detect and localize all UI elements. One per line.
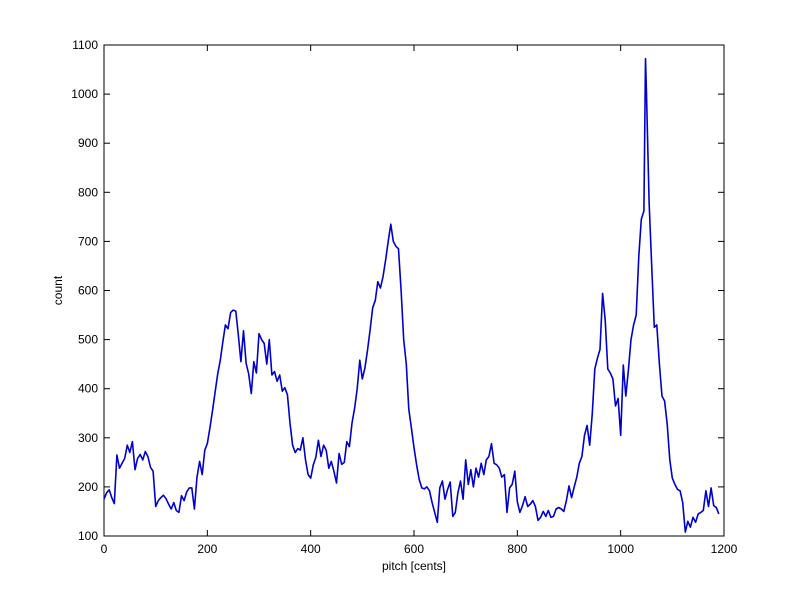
x-tick-label: 0 bbox=[101, 542, 108, 556]
y-tick-label: 300 bbox=[78, 431, 98, 445]
series-line bbox=[103, 57, 720, 533]
tick-labels: 0 200 400 600 800 1000 1200 100 200 300 400 500 600 7… bbox=[71, 38, 737, 556]
y-tick-label: 800 bbox=[78, 185, 98, 199]
x-tick-label: 200 bbox=[197, 542, 217, 556]
y-tick-label: 700 bbox=[78, 234, 98, 248]
x-tick-label: 1000 bbox=[607, 542, 634, 556]
y-tick-label: 400 bbox=[78, 382, 98, 396]
axes-box bbox=[103, 44, 725, 537]
plot-area: 0 200 400 600 800 1000 1200 100 200 300 400 500 600 7… bbox=[71, 38, 737, 556]
axis-ticks bbox=[103, 44, 725, 537]
y-tick-label: 200 bbox=[78, 480, 98, 494]
y-tick-label: 1000 bbox=[71, 87, 98, 101]
x-tick-label: 600 bbox=[404, 542, 424, 556]
y-tick-label: 900 bbox=[78, 136, 98, 150]
y-tick-label: 500 bbox=[78, 333, 98, 347]
x-axis-label: pitch [cents] bbox=[382, 559, 446, 573]
series-layer bbox=[103, 57, 720, 533]
y-axis-label: count bbox=[51, 275, 65, 305]
y-tick-label: 600 bbox=[78, 284, 98, 298]
x-tick-label: 800 bbox=[507, 542, 527, 556]
x-tick-label: 400 bbox=[301, 542, 321, 556]
x-tick-label: 1200 bbox=[711, 542, 738, 556]
y-tick-label: 1100 bbox=[72, 38, 98, 52]
y-tick-label: 100 bbox=[78, 529, 98, 543]
